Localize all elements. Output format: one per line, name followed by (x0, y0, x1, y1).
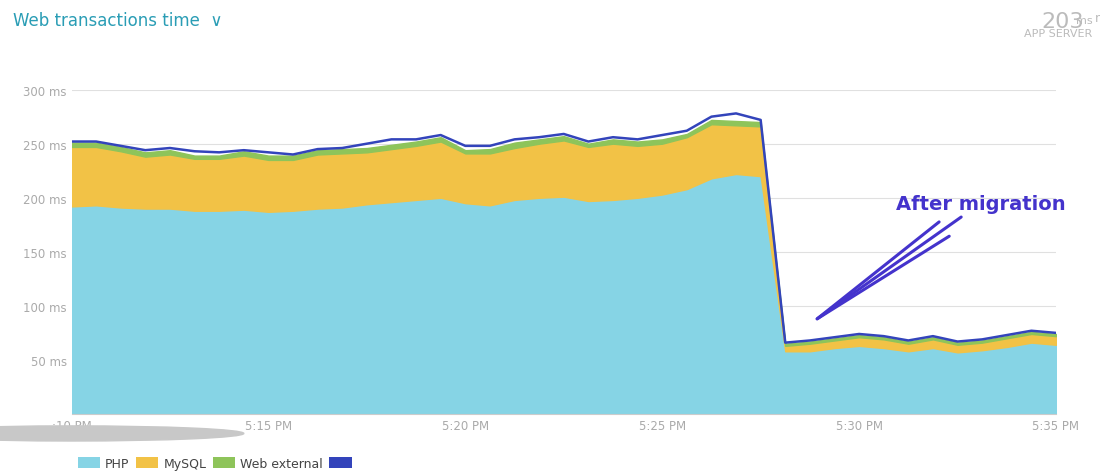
Text: ms: ms (1076, 16, 1092, 26)
Text: ms: ms (1087, 12, 1100, 25)
Text: After migration: After migration (817, 194, 1066, 319)
Legend: PHP, MySQL, Web external, Response time: PHP, MySQL, Web external, Response time (78, 457, 449, 470)
Text: Web transactions time  ∨: Web transactions time ∨ (13, 12, 222, 30)
Text: APP SERVER: APP SERVER (1024, 29, 1092, 39)
Circle shape (0, 426, 244, 441)
Text: 203: 203 (1041, 12, 1084, 32)
